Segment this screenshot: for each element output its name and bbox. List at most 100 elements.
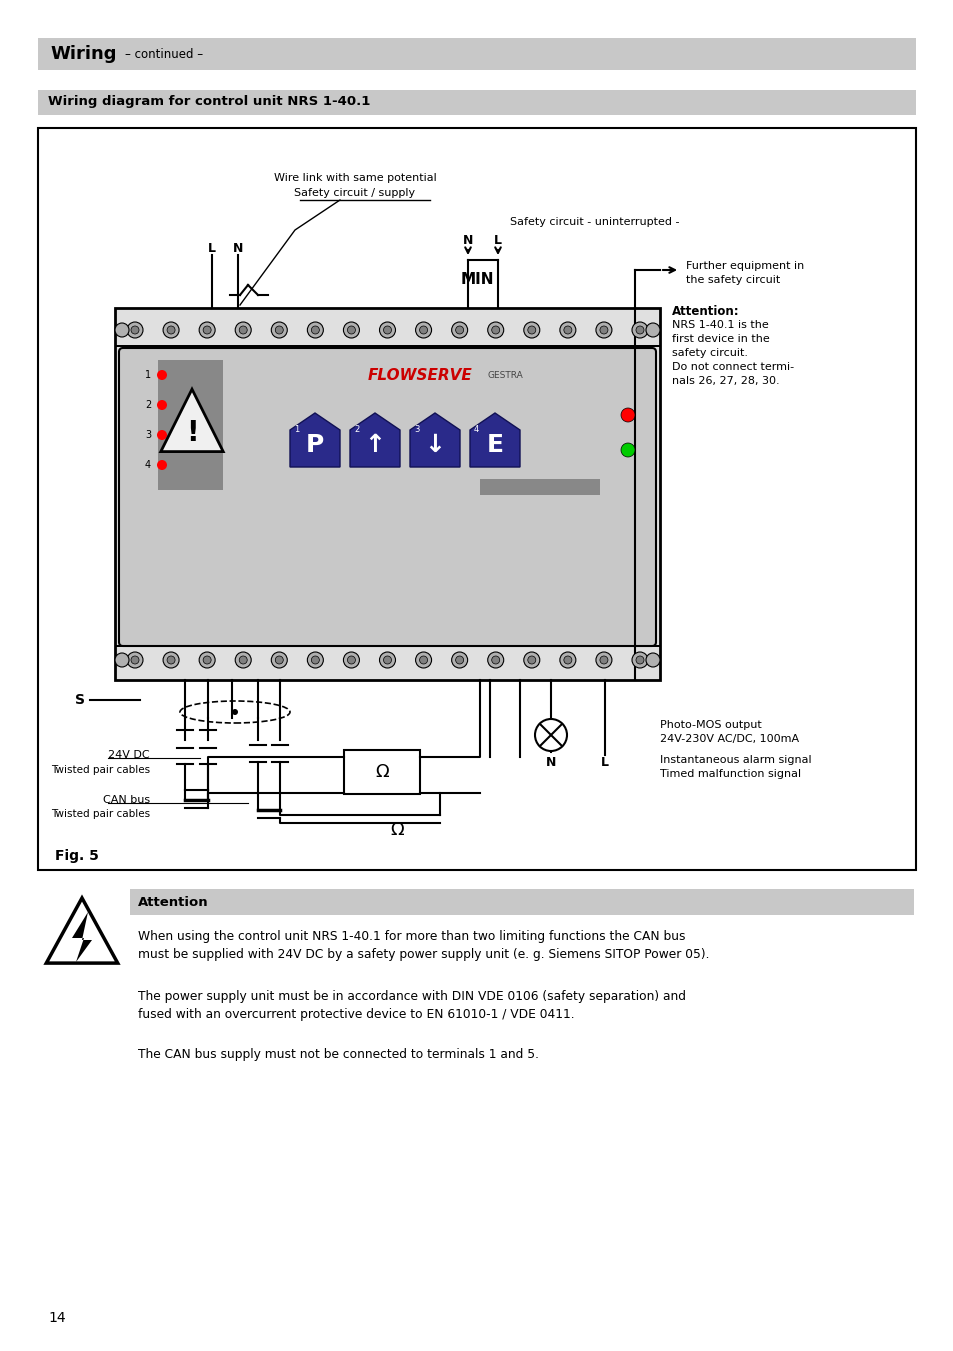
Circle shape: [491, 657, 499, 663]
Circle shape: [559, 322, 576, 338]
Circle shape: [631, 322, 647, 338]
Circle shape: [456, 326, 463, 334]
Circle shape: [235, 653, 251, 667]
Circle shape: [563, 657, 571, 663]
Text: Fig. 5: Fig. 5: [55, 848, 99, 863]
Circle shape: [416, 653, 431, 667]
Circle shape: [131, 657, 139, 663]
Circle shape: [620, 443, 635, 457]
Text: !: !: [186, 419, 198, 447]
Circle shape: [379, 653, 395, 667]
Circle shape: [383, 657, 391, 663]
Text: 24V-230V AC/DC, 100mA: 24V-230V AC/DC, 100mA: [659, 734, 799, 744]
Text: 14: 14: [48, 1310, 66, 1325]
Circle shape: [271, 322, 287, 338]
Bar: [115, 308, 659, 680]
Text: S: S: [75, 693, 85, 707]
Polygon shape: [410, 413, 459, 467]
Text: The CAN bus supply must not be connected to terminals 1 and 5.: The CAN bus supply must not be connected…: [138, 1048, 538, 1061]
Text: Ω: Ω: [390, 821, 403, 839]
Circle shape: [199, 322, 215, 338]
Text: 3: 3: [414, 426, 419, 434]
FancyBboxPatch shape: [119, 349, 656, 646]
Circle shape: [347, 326, 355, 334]
Circle shape: [203, 657, 211, 663]
Text: N: N: [233, 242, 243, 254]
Bar: [158, 359, 223, 490]
Bar: [130, 889, 913, 915]
Circle shape: [239, 657, 247, 663]
Text: The power supply unit must be in accordance with DIN VDE 0106 (safety separation: The power supply unit must be in accorda…: [138, 990, 685, 1021]
Circle shape: [645, 323, 659, 336]
Text: Safety circuit - uninterrupted -: Safety circuit - uninterrupted -: [510, 218, 679, 227]
Bar: [479, 480, 599, 494]
Bar: [115, 345, 659, 347]
Circle shape: [157, 370, 167, 380]
Text: GESTRA: GESTRA: [487, 370, 522, 380]
Circle shape: [535, 719, 566, 751]
Text: 2: 2: [354, 426, 359, 434]
Text: L: L: [494, 235, 501, 247]
Circle shape: [347, 657, 355, 663]
Circle shape: [487, 322, 503, 338]
Circle shape: [131, 326, 139, 334]
Circle shape: [596, 653, 611, 667]
Polygon shape: [350, 413, 399, 467]
Text: L: L: [600, 755, 608, 769]
Text: 1: 1: [294, 426, 299, 434]
Circle shape: [383, 326, 391, 334]
Text: 3: 3: [145, 430, 151, 440]
Circle shape: [451, 653, 467, 667]
Circle shape: [271, 653, 287, 667]
Text: Further equipment in: Further equipment in: [685, 261, 803, 272]
Text: Wire link with same potential: Wire link with same potential: [274, 173, 436, 182]
Circle shape: [127, 653, 143, 667]
Circle shape: [451, 322, 467, 338]
Circle shape: [307, 322, 323, 338]
Circle shape: [127, 322, 143, 338]
Circle shape: [232, 709, 237, 715]
Text: Twisted pair cables: Twisted pair cables: [51, 809, 150, 819]
Text: P: P: [306, 434, 324, 457]
Circle shape: [167, 326, 175, 334]
Circle shape: [419, 326, 427, 334]
Text: 2: 2: [145, 400, 151, 409]
Circle shape: [239, 326, 247, 334]
Circle shape: [645, 653, 659, 667]
Text: Safety circuit / supply: Safety circuit / supply: [294, 188, 416, 199]
Polygon shape: [71, 912, 91, 962]
Circle shape: [275, 657, 283, 663]
Text: Photo-MOS output: Photo-MOS output: [659, 720, 760, 730]
Text: CAN bus: CAN bus: [103, 794, 150, 805]
Circle shape: [275, 326, 283, 334]
Circle shape: [527, 657, 536, 663]
Circle shape: [115, 323, 129, 336]
Circle shape: [167, 657, 175, 663]
Text: L: L: [208, 242, 215, 254]
Circle shape: [559, 653, 576, 667]
Text: Ω: Ω: [375, 763, 389, 781]
Circle shape: [235, 322, 251, 338]
Circle shape: [311, 326, 319, 334]
Text: Wiring: Wiring: [50, 45, 116, 63]
Text: Wiring diagram for control unit NRS 1-40.1: Wiring diagram for control unit NRS 1-40…: [48, 96, 370, 108]
Circle shape: [203, 326, 211, 334]
Bar: [38, 91, 915, 115]
Polygon shape: [290, 413, 339, 467]
Polygon shape: [47, 898, 117, 963]
Text: E: E: [486, 434, 503, 457]
Circle shape: [523, 653, 539, 667]
Circle shape: [487, 653, 503, 667]
Circle shape: [636, 657, 643, 663]
Circle shape: [157, 400, 167, 409]
Text: Timed malfunction signal: Timed malfunction signal: [659, 769, 801, 780]
Circle shape: [456, 657, 463, 663]
Text: Attention:: Attention:: [671, 305, 739, 317]
Circle shape: [563, 326, 571, 334]
Circle shape: [157, 430, 167, 440]
Circle shape: [311, 657, 319, 663]
Text: NRS 1-40.1 is the
first device in the
safety circuit.
Do not connect termi-
nals: NRS 1-40.1 is the first device in the sa…: [671, 320, 793, 386]
Circle shape: [636, 326, 643, 334]
Circle shape: [419, 657, 427, 663]
Polygon shape: [470, 413, 519, 467]
